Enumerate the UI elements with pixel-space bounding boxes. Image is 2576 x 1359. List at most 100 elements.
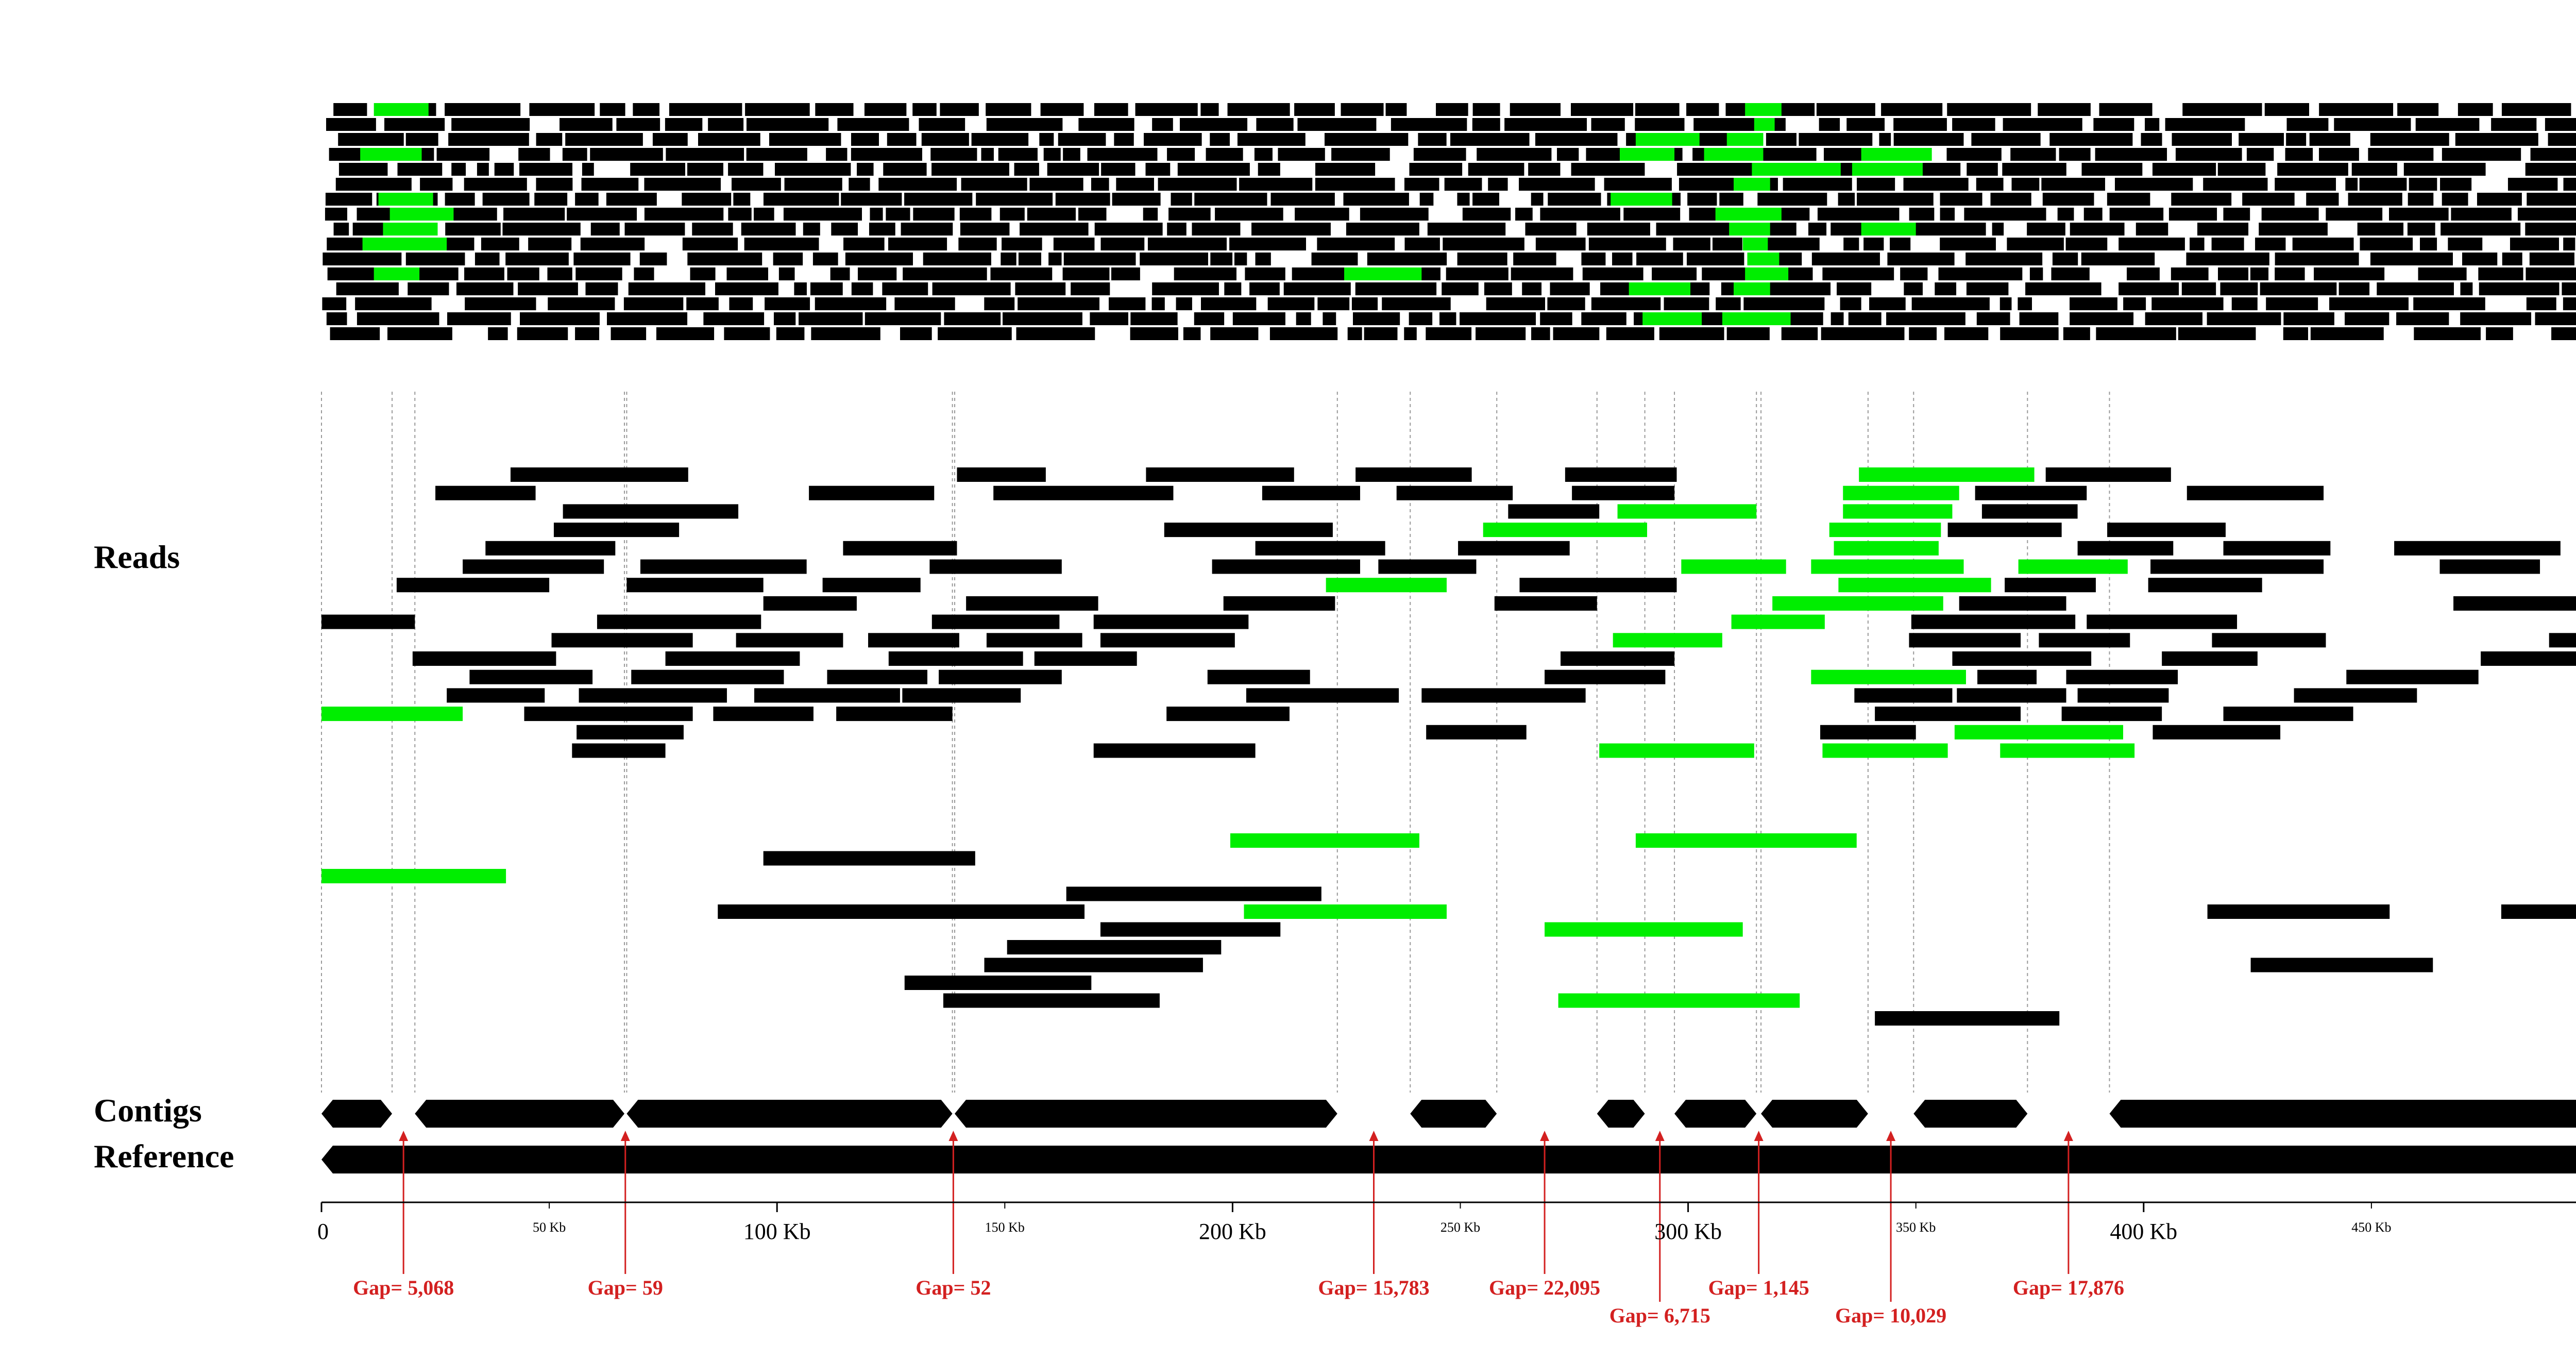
short-read [1254, 148, 1273, 161]
short-read [2275, 267, 2305, 280]
short-read [1484, 282, 1512, 295]
highlighted-long-read [1613, 633, 1722, 648]
short-read [1766, 133, 1797, 146]
short-read [1765, 282, 1831, 295]
contig [2109, 1100, 2576, 1128]
long-read [1820, 725, 1916, 740]
short-read [1315, 163, 1376, 176]
short-read [1404, 238, 1440, 250]
short-read [990, 267, 1053, 280]
short-read [783, 208, 862, 221]
highlighted-long-read [1230, 833, 1419, 848]
highlighted-short-read [1745, 103, 1782, 116]
short-read [1686, 253, 1744, 265]
short-read [921, 133, 969, 146]
short-read [1071, 282, 1110, 295]
short-read [903, 267, 987, 280]
short-read [2197, 223, 2249, 236]
long-read [2077, 688, 2169, 703]
highlighted-long-read [1244, 904, 1447, 919]
gap-arrow-icon [1655, 1131, 1665, 1141]
short-read [1409, 312, 1433, 325]
short-read [2275, 178, 2336, 191]
long-read [1146, 467, 1294, 482]
short-read [519, 163, 573, 176]
short-read [845, 253, 913, 265]
short-read [1062, 267, 1110, 280]
short-read [1210, 253, 1233, 265]
short-read [1822, 267, 1894, 280]
short-read [2319, 103, 2394, 116]
axis-major-tick-label: 200 Kb [1199, 1219, 1266, 1244]
short-read [2264, 103, 2309, 116]
long-read [1854, 688, 1953, 703]
short-read [590, 223, 620, 236]
short-read [2246, 148, 2274, 161]
long-read [640, 559, 807, 574]
short-read [1460, 312, 1536, 325]
short-read [1887, 253, 1955, 265]
short-read [1418, 133, 1447, 146]
short-read [528, 238, 572, 250]
long-read [939, 669, 1062, 684]
short-read [2545, 118, 2576, 131]
long-read [1494, 596, 1597, 611]
highlighted-long-read [1558, 993, 1800, 1008]
highlighted-short-read [1754, 118, 1775, 131]
short-read [335, 178, 412, 191]
short-read [2217, 163, 2266, 176]
short-read [1472, 103, 1500, 116]
short-read [1581, 253, 1606, 265]
short-read [1227, 103, 1290, 116]
long-read [888, 651, 1023, 666]
short-read [665, 118, 703, 131]
short-read [1540, 312, 1572, 325]
short-read [1468, 163, 1524, 176]
short-read [536, 178, 573, 191]
highlighted-long-read [1859, 467, 2035, 482]
short-read [384, 118, 445, 131]
short-read [774, 163, 851, 176]
short-read [1078, 208, 1107, 221]
short-read [2081, 253, 2155, 265]
short-read [728, 208, 752, 221]
short-read [2329, 297, 2409, 310]
short-read [517, 327, 568, 340]
short-read [2377, 282, 2454, 295]
short-read [2171, 193, 2232, 206]
short-read [1591, 297, 1661, 310]
short-read [1808, 223, 1827, 236]
short-read [2548, 133, 2576, 146]
short-read [944, 312, 1001, 325]
short-read [575, 193, 599, 206]
short-read [1588, 238, 1666, 250]
highlighted-short-read [1611, 193, 1672, 206]
short-read [565, 133, 643, 146]
short-read [754, 208, 774, 221]
short-read [338, 163, 388, 176]
highlighted-long-read [1838, 578, 1991, 593]
short-read [1090, 312, 1128, 325]
short-read [2551, 327, 2576, 340]
short-read [763, 193, 839, 206]
short-read [1311, 253, 1358, 265]
short-read [2338, 282, 2370, 295]
long-read [2148, 578, 2262, 593]
gap-label: Gap= 6,715 [1609, 1304, 1710, 1327]
long-read [736, 633, 843, 648]
short-read [2145, 312, 2202, 325]
short-read [851, 133, 879, 146]
short-read [830, 267, 850, 280]
short-read [1553, 327, 1600, 340]
short-read [573, 253, 631, 265]
short-read [1999, 297, 2012, 310]
short-read [2096, 327, 2176, 340]
short-read [2000, 327, 2059, 340]
long-read [2223, 541, 2331, 556]
short-read [1869, 297, 1906, 310]
short-read [624, 223, 685, 236]
short-read [2359, 178, 2407, 191]
short-read [2172, 133, 2232, 146]
gap-arrow-icon [399, 1131, 409, 1141]
short-read [904, 193, 973, 206]
